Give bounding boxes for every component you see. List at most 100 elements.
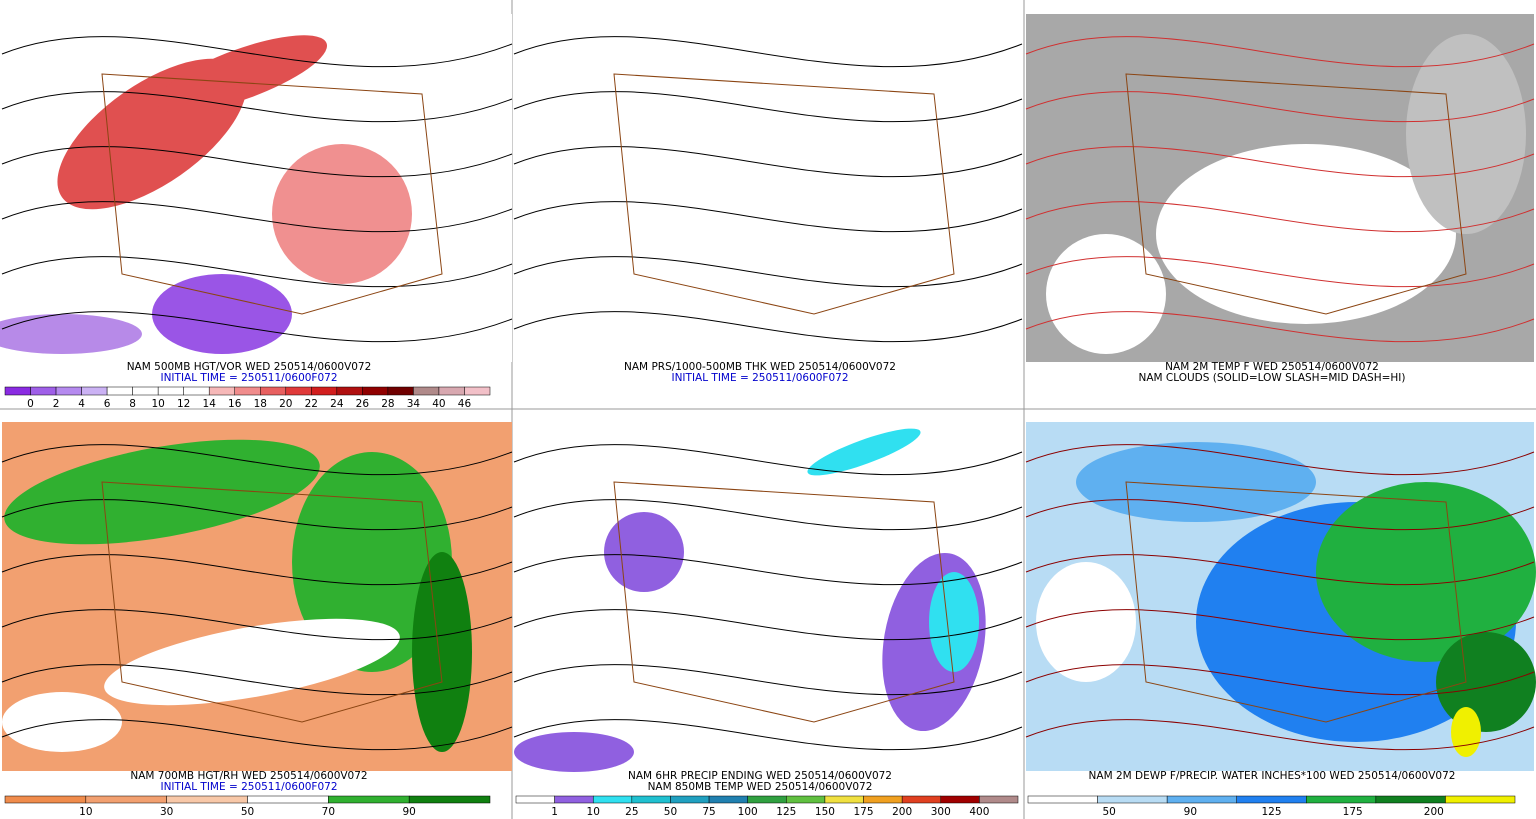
colorbar-label: 90 [402,806,415,818]
contour [1025,91,1535,123]
colorbar-label: 175 [854,806,874,818]
colorbar-label: 1 [551,806,558,818]
colorbar-label: 8 [129,398,136,410]
colorbar-swatch [4,386,31,396]
colorbar-label: 300 [931,806,951,818]
caption: NAM 2M DEWP F/PRECIP. WATER INCHES*100 W… [1089,770,1456,782]
map-field [1316,482,1536,662]
colorbar-label: 24 [330,398,344,410]
contour [1025,311,1535,343]
caption: NAM 500MB HGT/VOR WED 250514/0600V072 [127,361,372,373]
colorbar-label: 50 [1102,806,1115,818]
colorbar-swatch [1097,795,1168,804]
colorbar-swatch [631,795,671,804]
state-outline [613,481,955,723]
colorbar-label: 90 [1184,806,1197,818]
contour [1025,36,1535,68]
map-field [412,552,472,752]
contour [1,91,513,123]
colorbar-swatch [247,795,329,804]
panel: NAM 6HR PRECIP ENDING WED 250514/0600V07… [513,422,1023,818]
colorbar-label: 125 [1261,806,1281,818]
caption: NAM PRS/1000-500MB THK WED 250514/0600V0… [624,361,896,373]
colorbar-label: 26 [356,398,370,410]
colorbar-label: 70 [322,806,335,818]
contour [1025,256,1535,288]
contour [1025,444,1535,476]
colorbar-swatch [747,795,787,804]
colorbar-label: 10 [151,398,164,410]
colorbar-label: 25 [625,806,638,818]
colorbar-swatch [979,795,1019,804]
map-field [1451,707,1481,757]
state-outline [101,481,443,723]
contour [1025,664,1535,696]
colorbar-swatch [438,386,465,396]
colorbar-swatch [166,795,248,804]
colorbar-swatch [940,795,980,804]
panel: NAM 2M DEWP F/PRECIP. WATER INCHES*100 W… [1025,422,1536,818]
contour [1025,719,1535,751]
contour [513,719,1023,751]
caption: NAM CLOUDS (SOLID=LOW SLASH=MID DASH=HI) [1138,372,1405,384]
colorbar-swatch [260,386,287,396]
colorbar-swatch [592,795,633,804]
colorbar-swatch [285,386,312,396]
colorbar-swatch [336,386,363,396]
map-field [1076,442,1316,522]
colorbar-swatch [1166,795,1237,804]
colorbar-swatch [55,386,82,396]
colorbar-label: 10 [587,806,600,818]
contour [1,146,513,178]
colorbar-label: 150 [815,806,835,818]
contour [1025,609,1535,641]
map-field [4,439,320,545]
colorbar-label: 125 [776,806,796,818]
map-field [1156,144,1456,324]
map-field [0,314,142,354]
colorbar-swatch [786,795,826,804]
map-field [292,452,452,672]
colorbar-label: 20 [279,398,292,410]
map-fill [514,428,986,772]
colorbar-swatch [85,795,167,804]
contour [1025,554,1535,586]
caption: INITIAL TIME = 250511/0600F072 [160,781,337,793]
map-field [604,512,684,592]
map-field [1406,34,1526,234]
contour [1025,499,1535,531]
contour [513,91,1023,123]
colorbar-label: 40 [432,398,445,410]
colorbar-label: 10 [79,806,92,818]
map-field [1436,632,1536,732]
contour [1,36,513,68]
colorbar-swatch [708,795,748,804]
contour [1,554,513,586]
colorbar-label: 30 [160,806,173,818]
colorbar-label: 18 [254,398,267,410]
colorbar-swatch [670,795,710,804]
colorbar-label: 46 [458,398,472,410]
map-field [272,144,412,284]
state-outline [1125,73,1467,315]
contour [1025,146,1535,178]
colorbar-label: 2 [53,398,60,410]
colorbar-swatch [183,386,210,396]
contour [1,719,513,751]
colorbar-swatch [408,795,491,804]
contour [513,609,1023,641]
caption: INITIAL TIME = 250511/0600F072 [671,372,848,384]
caption: NAM 6HR PRECIP ENDING WED 250514/0600V07… [628,770,892,782]
colorbar-swatch [1027,795,1098,804]
colorbar-swatch [362,386,389,396]
colorbar-label: 0 [27,398,34,410]
contour [513,201,1023,233]
state-outline [613,73,955,315]
colorbar-swatch [311,386,338,396]
colorbar-swatch [4,795,87,804]
colorbar-swatch [554,795,594,804]
colorbar-label: 50 [664,806,677,818]
colorbar-swatch [30,386,57,396]
